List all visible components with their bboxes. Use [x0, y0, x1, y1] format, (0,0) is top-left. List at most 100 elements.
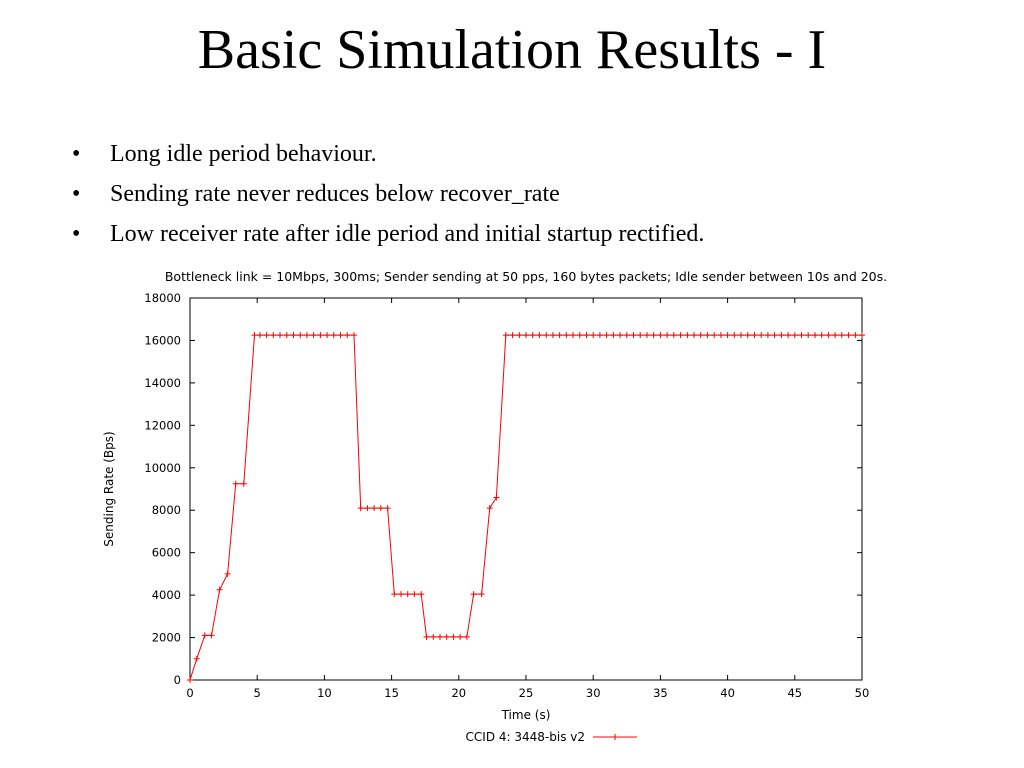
slide-title: Basic Simulation Results - I	[197, 19, 827, 81]
x-tick-label: 35	[653, 686, 668, 700]
data-point-marker	[536, 332, 543, 339]
x-tick-label: 45	[787, 686, 802, 700]
data-point-marker	[758, 332, 765, 339]
data-point-marker	[859, 332, 865, 339]
data-point-marker	[371, 505, 378, 512]
data-point-marker	[337, 332, 344, 339]
data-point-marker	[303, 332, 310, 339]
chart-title: Bottleneck link = 10Mbps, 300ms; Sender …	[165, 269, 887, 284]
legend-label: CCID 4: 3448-bis v2	[466, 730, 585, 744]
data-point-marker	[778, 332, 785, 339]
data-point-marker	[351, 332, 357, 339]
data-point-marker	[493, 494, 500, 501]
data-point-marker	[697, 332, 704, 339]
data-point-marker	[502, 332, 509, 339]
data-point-marker	[677, 332, 684, 339]
data-point-marker	[590, 332, 597, 339]
data-point-marker	[470, 591, 477, 598]
data-point-marker	[344, 332, 351, 339]
data-point-marker	[664, 332, 671, 339]
data-point-marker	[603, 332, 610, 339]
data-point-marker	[270, 332, 277, 339]
data-point-marker	[717, 332, 724, 339]
y-tick-label: 6000	[152, 546, 181, 560]
data-point-marker	[297, 332, 304, 339]
data-point-marker	[798, 332, 805, 339]
data-point-marker	[623, 332, 630, 339]
data-point-marker	[576, 332, 583, 339]
data-point-marker	[731, 332, 738, 339]
data-point-marker	[563, 332, 570, 339]
y-tick-label: 0	[174, 673, 181, 687]
data-point-marker	[187, 677, 193, 683]
plot-frame	[189, 297, 863, 681]
data-point-marker	[404, 591, 411, 598]
x-tick-label: 50	[855, 686, 870, 700]
data-point-marker	[240, 480, 247, 487]
bullet-item: • Long idle period behaviour.	[72, 134, 704, 174]
data-point-marker	[418, 591, 425, 598]
data-point-marker	[650, 332, 657, 339]
bullet-text: Low receiver rate after idle period and …	[110, 221, 705, 247]
x-tick-label: 25	[519, 686, 534, 700]
data-point-marker	[852, 332, 859, 339]
data-point-marker	[684, 332, 691, 339]
data-point-marker	[310, 332, 317, 339]
data-point-marker	[411, 591, 418, 598]
bullet-text: Long idle period behaviour.	[110, 141, 377, 167]
data-point-marker	[529, 332, 536, 339]
data-point-marker	[583, 332, 590, 339]
data-point-marker	[691, 332, 697, 339]
data-point-marker	[704, 332, 711, 339]
data-point-marker	[617, 332, 624, 339]
data-point-marker	[637, 332, 644, 339]
data-point-marker	[711, 332, 718, 339]
data-point-marker	[825, 332, 832, 339]
data-point-marker	[423, 633, 430, 640]
data-point-marker	[805, 332, 812, 339]
data-point-marker	[516, 332, 523, 339]
bullet-text: Sending rate never reduces below recover…	[110, 181, 560, 207]
x-tick-label: 10	[317, 686, 332, 700]
data-point-marker	[208, 632, 215, 639]
data-point-marker	[443, 633, 450, 640]
data-point-marker	[744, 332, 751, 339]
x-tick-label: 30	[586, 686, 601, 700]
y-axis: 0 2000 4000 6000 8000 10000 12000 14000 16000 180…	[144, 291, 862, 687]
y-tick-label: 2000	[152, 631, 181, 645]
bullet-symbol: •	[72, 141, 81, 167]
data-point-marker	[838, 332, 845, 339]
data-point-marker	[437, 633, 443, 640]
data-point-marker	[290, 332, 297, 339]
data-point-marker	[277, 332, 283, 339]
bullet-item: • Sending rate never reduces below recove…	[72, 174, 704, 214]
data-point-marker	[324, 332, 331, 339]
data-point-marker	[398, 591, 404, 598]
data-point-marker	[630, 332, 637, 339]
data-point-marker	[357, 505, 364, 512]
bullet-list: • Long idle period behaviour. • Sending ra…	[72, 134, 704, 254]
x-tick-label: 15	[384, 686, 399, 700]
data-point-marker	[670, 332, 677, 339]
x-axis: 0 5 10 15 20 25 30 35 40 45 50	[186, 298, 869, 700]
data-point-marker	[724, 332, 731, 339]
data-point-marker	[610, 332, 617, 339]
data-point-marker	[201, 632, 208, 639]
data-point-marker	[845, 332, 852, 339]
y-axis-label: Sending Rate (Bps)	[102, 431, 116, 546]
data-point-marker	[463, 633, 470, 640]
data-point-marker	[596, 332, 603, 339]
data-point-marker	[771, 332, 778, 339]
data-point-marker	[738, 332, 744, 339]
data-point-marker	[549, 332, 556, 339]
data-point-marker	[263, 332, 270, 339]
data-point-marker	[812, 332, 818, 339]
data-point-marker	[377, 505, 384, 512]
data-point-marker	[785, 332, 792, 339]
data-point-marker	[283, 332, 290, 339]
x-tick-label: 5	[254, 686, 261, 700]
y-tick-label: 16000	[144, 333, 181, 347]
data-point-marker	[764, 332, 771, 339]
x-tick-label: 40	[720, 686, 735, 700]
data-point-marker	[256, 332, 263, 339]
